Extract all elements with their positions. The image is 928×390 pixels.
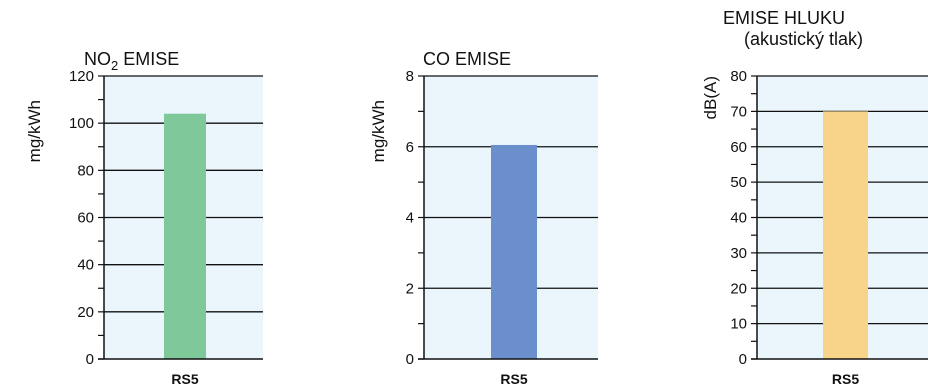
- y-tick-label: 8: [406, 68, 414, 85]
- y-tick-label: 2: [406, 280, 414, 297]
- y-tick-label: 100: [69, 115, 94, 132]
- y-tick-label: 120: [69, 68, 94, 85]
- bars: [491, 144, 537, 359]
- chart-subtitle: (akustický tlak): [744, 29, 863, 49]
- y-tick-label: 20: [730, 280, 747, 297]
- y-axis-label: dB(A): [701, 76, 720, 119]
- y-tick-label: 50: [730, 174, 747, 191]
- chart-title: EMISE HLUKU: [723, 8, 845, 28]
- y-tick-label: 0: [406, 351, 414, 368]
- y-axis-label: mg/kWh: [369, 100, 388, 162]
- bar-rs5: [164, 113, 206, 359]
- bars: [823, 111, 868, 359]
- chart-title: NO2 EMISE: [84, 49, 179, 73]
- chart-title: CO EMISE: [423, 49, 511, 69]
- y-tick-labels: 0 2 4 6 8: [406, 68, 414, 368]
- chart-emise-hluku: 0 10 20 30 40 50 60 70 80 EMISE HLUKU (akustický…: [701, 8, 928, 387]
- y-tick-label: 60: [77, 210, 94, 227]
- bars: [164, 113, 206, 359]
- y-tick-label: 10: [730, 316, 747, 333]
- chart-no2-emise: 0 20 40 60 80 100 120 NO2 EMISE mg/kWh RS5: [25, 49, 263, 387]
- x-category-label: RS5: [500, 371, 527, 387]
- y-axis: [751, 75, 928, 360]
- y-axis-label: mg/kWh: [25, 100, 44, 162]
- y-tick-label: 20: [77, 304, 94, 321]
- y-tick-label: 6: [406, 139, 414, 156]
- y-tick-label: 4: [406, 210, 414, 227]
- chart-co-emise: 0 2 4 6 8 CO EMISE mg/kWh RS5: [369, 49, 598, 387]
- x-category-label: RS5: [832, 371, 859, 387]
- bar-rs5: [823, 111, 868, 359]
- y-tick-label: 40: [77, 257, 94, 274]
- y-tick-label: 0: [86, 351, 94, 368]
- y-tick-label: 0: [739, 351, 747, 368]
- y-tick-labels: 0 20 40 60 80 100 120: [69, 68, 94, 368]
- y-tick-label: 80: [730, 68, 747, 85]
- y-tick-label: 70: [730, 103, 747, 120]
- y-tick-label: 60: [730, 139, 747, 156]
- y-axis: [98, 75, 263, 360]
- y-tick-label: 30: [730, 245, 747, 262]
- bar-rs5: [491, 144, 537, 359]
- y-axis: [418, 75, 598, 360]
- y-tick-labels: 0 10 20 30 40 50 60 70 80: [730, 68, 747, 368]
- y-tick-label: 40: [730, 210, 747, 227]
- y-tick-label: 80: [77, 162, 94, 179]
- x-category-label: RS5: [171, 371, 198, 387]
